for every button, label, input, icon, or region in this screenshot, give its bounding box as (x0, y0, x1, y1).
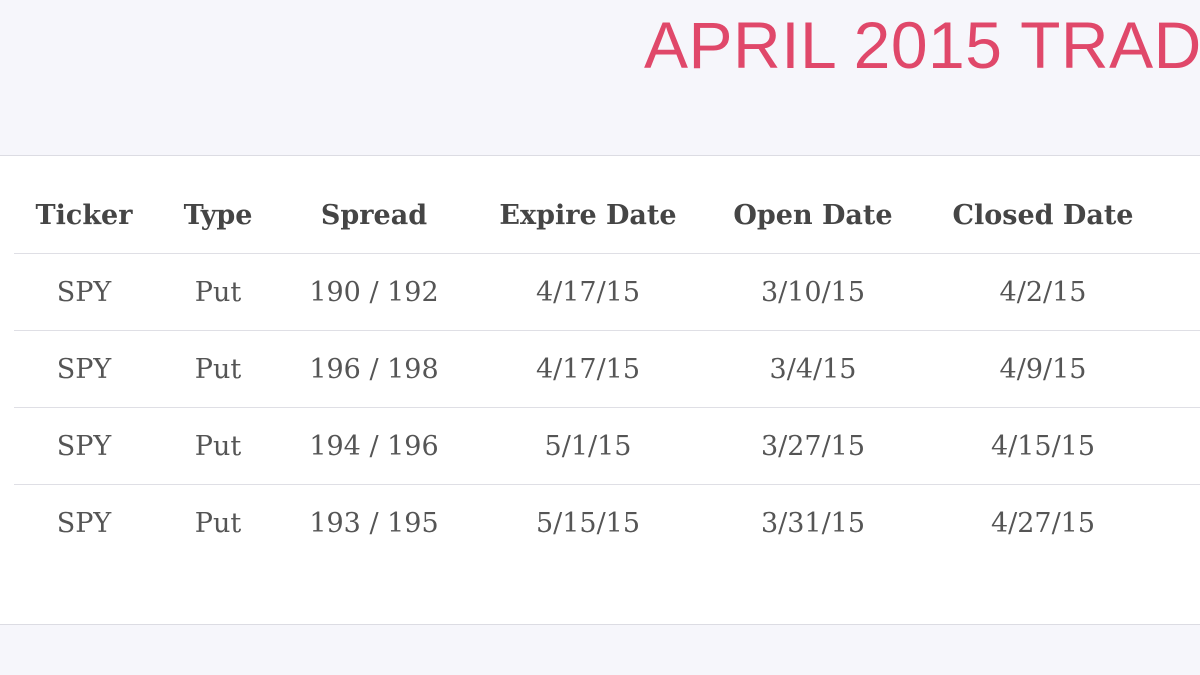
table-row: SPY Put 190 / 192 4/17/15 3/10/15 4/2/15 (14, 253, 1200, 331)
cell-open-date: 3/27/15 (710, 407, 916, 485)
trades-panel: Ticker Type Spread Expire Date Open Date… (0, 155, 1200, 625)
cell-closed-date: 4/9/15 (916, 330, 1170, 408)
table-header-row: Ticker Type Spread Expire Date Open Date… (14, 177, 1200, 254)
cell-ticker: SPY (14, 330, 154, 408)
cell-spread: 196 / 198 (282, 330, 466, 408)
column-header-closed-date: Closed Date (952, 199, 1134, 231)
cell-open-date: 3/10/15 (710, 253, 916, 331)
cell-type: Put (154, 407, 282, 485)
table-row: SPY Put 193 / 195 5/15/15 3/31/15 4/27/1… (14, 484, 1200, 561)
cell-closed-date: 4/27/15 (916, 484, 1170, 561)
cell-truncated (1170, 330, 1200, 408)
cell-spread: 193 / 195 (282, 484, 466, 561)
cell-ticker: SPY (14, 407, 154, 485)
column-header-truncated: C (1170, 177, 1200, 254)
cell-truncated (1170, 253, 1200, 331)
page-title: APRIL 2015 TRAD (644, 8, 1200, 82)
cell-closed-date: 4/2/15 (916, 253, 1170, 331)
cell-type: Put (154, 484, 282, 561)
trades-table: Ticker Type Spread Expire Date Open Date… (14, 177, 1200, 561)
column-header-spread: Spread (320, 199, 428, 231)
table-row: SPY Put 196 / 198 4/17/15 3/4/15 4/9/15 (14, 330, 1200, 408)
cell-truncated (1170, 484, 1200, 561)
column-header-open-date: Open Date (733, 199, 893, 231)
cell-expire-date: 4/17/15 (466, 330, 710, 408)
cell-ticker: SPY (14, 484, 154, 561)
cell-closed-date: 4/15/15 (916, 407, 1170, 485)
cell-type: Put (154, 330, 282, 408)
cell-expire-date: 5/15/15 (466, 484, 710, 561)
cell-ticker: SPY (14, 253, 154, 331)
cell-type: Put (154, 253, 282, 331)
cell-spread: 194 / 196 (282, 407, 466, 485)
cell-open-date: 3/4/15 (710, 330, 916, 408)
cell-expire-date: 5/1/15 (466, 407, 710, 485)
column-header-expire-date: Expire Date (499, 199, 677, 231)
table-row: SPY Put 194 / 196 5/1/15 3/27/15 4/15/15 (14, 407, 1200, 485)
column-header-type: Type (183, 199, 253, 231)
cell-spread: 190 / 192 (282, 253, 466, 331)
column-header-ticker: Ticker (35, 199, 133, 231)
cell-open-date: 3/31/15 (710, 484, 916, 561)
cell-expire-date: 4/17/15 (466, 253, 710, 331)
cell-truncated (1170, 407, 1200, 485)
